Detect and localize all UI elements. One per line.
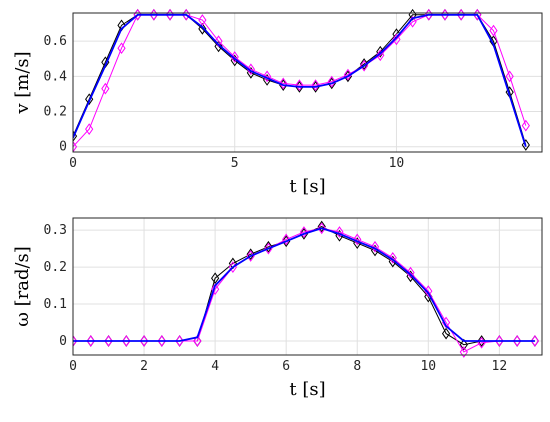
x-tick-label: 4 — [211, 359, 219, 374]
y-tick-label: 0.1 — [44, 297, 67, 312]
x-axis-label: t [s] — [289, 176, 325, 197]
marker — [317, 220, 326, 233]
marker — [246, 248, 255, 261]
y-tick-label: 0.6 — [44, 34, 67, 49]
axes-frame — [72, 12, 543, 153]
marker — [376, 49, 385, 62]
marker — [228, 257, 237, 270]
marker — [214, 35, 223, 48]
marker — [139, 335, 149, 347]
y-axis-label: ω [rad/s] — [12, 246, 33, 327]
x-tick-label: 0 — [69, 359, 77, 374]
marker — [73, 335, 78, 347]
marker — [505, 70, 514, 83]
marker — [282, 233, 291, 246]
marker — [122, 335, 131, 347]
plot-area — [73, 13, 542, 152]
marker — [214, 40, 223, 53]
x-tick-label: 10 — [420, 359, 436, 374]
marker — [335, 226, 344, 238]
marker — [359, 58, 369, 70]
marker — [353, 233, 362, 246]
y-tick-label: 0.3 — [44, 223, 67, 238]
series-group — [73, 220, 540, 358]
marker — [198, 22, 207, 35]
marker — [388, 252, 397, 264]
series-line — [73, 227, 535, 342]
marker — [370, 240, 380, 253]
marker — [295, 79, 304, 92]
marker — [211, 283, 220, 296]
x-tick-label: 10 — [389, 156, 405, 171]
marker — [246, 63, 256, 76]
marker — [211, 272, 220, 285]
x-tick-label: 8 — [353, 359, 361, 374]
marker — [117, 42, 126, 55]
marker — [441, 327, 451, 340]
x-tick-label: 6 — [282, 359, 290, 374]
marker — [175, 335, 184, 347]
marker — [230, 51, 239, 63]
y-tick-label: 0.4 — [44, 69, 68, 84]
marker — [459, 338, 468, 351]
x-tick-label: 2 — [140, 359, 148, 374]
series-line — [73, 13, 527, 147]
plot-area — [73, 218, 542, 355]
marker — [521, 139, 530, 151]
marker — [327, 75, 336, 88]
marker — [489, 24, 498, 37]
marker — [392, 33, 401, 46]
x-tick-label: 5 — [231, 156, 239, 171]
marker — [101, 82, 110, 95]
marker — [85, 123, 94, 135]
marker — [343, 68, 353, 81]
marker — [513, 335, 522, 347]
marker — [157, 335, 166, 347]
x-tick-label: 0 — [69, 156, 77, 171]
marker — [262, 70, 272, 83]
x-tick-label: 12 — [492, 359, 508, 374]
marker — [279, 77, 288, 90]
marker — [86, 335, 95, 347]
y-tick-label: 0 — [59, 334, 67, 349]
marker — [299, 226, 309, 238]
y-tick-label: 0.2 — [44, 260, 67, 275]
marker — [477, 335, 486, 347]
marker — [193, 335, 202, 347]
marker — [264, 240, 273, 253]
marker — [73, 140, 78, 153]
y-tick-label: 0.2 — [44, 105, 67, 120]
x-axis-label: t [s] — [289, 379, 325, 400]
marker — [530, 335, 540, 347]
marker — [459, 346, 468, 358]
marker — [521, 119, 530, 132]
marker — [495, 335, 504, 347]
marker — [104, 335, 113, 347]
marker — [317, 222, 326, 235]
marker — [311, 79, 320, 92]
y-tick-label: 0 — [59, 140, 67, 155]
marker — [198, 14, 207, 26]
y-axis-label: v [m/s] — [12, 51, 33, 114]
axes-frame — [72, 217, 543, 356]
marker — [406, 266, 415, 279]
